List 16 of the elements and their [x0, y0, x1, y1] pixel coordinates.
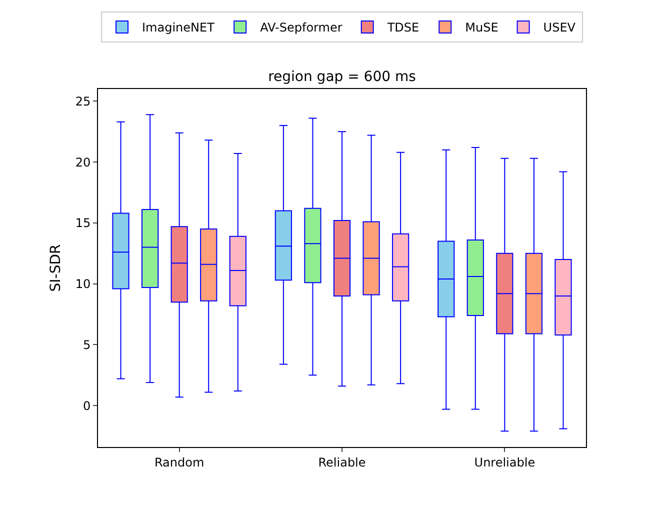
y-tick-label: 15	[75, 216, 91, 230]
chart-title: region gap = 600 ms	[268, 69, 416, 85]
legend-label: MuSE	[465, 20, 498, 35]
y-tick-label: 25	[75, 94, 91, 108]
y-tick-label: 10	[75, 277, 91, 292]
x-tick-label: Unreliable	[474, 455, 536, 470]
y-axis-title: SI-SDR	[48, 244, 64, 292]
x-tick-label: Random	[154, 455, 204, 470]
y-tick-label: 5	[82, 338, 91, 352]
y-tick-label: 0	[82, 398, 91, 413]
y-tick-label: 20	[75, 155, 91, 170]
legend-label: ImagineNET	[142, 20, 216, 35]
x-tick-label: Reliable	[318, 455, 366, 470]
legend-label: USEV	[543, 20, 576, 35]
legend-label: TDSE	[386, 20, 420, 35]
legend-label: AV-Sepformer	[260, 20, 342, 35]
